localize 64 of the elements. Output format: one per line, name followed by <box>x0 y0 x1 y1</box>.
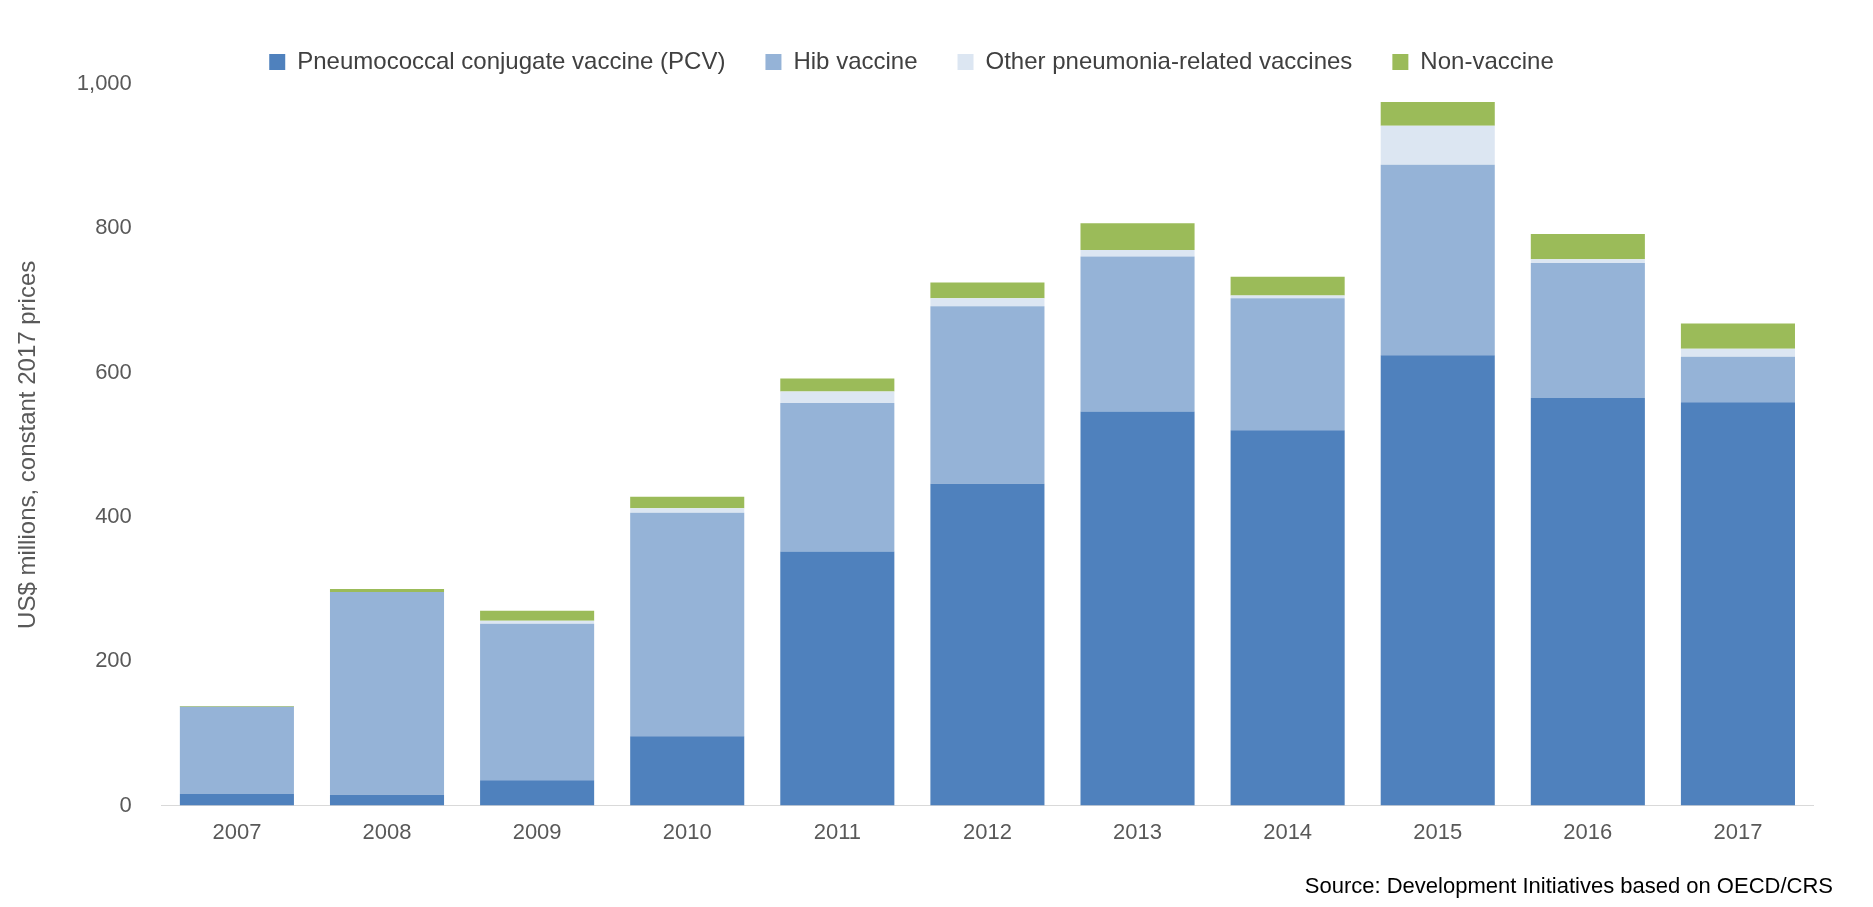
bar <box>1380 125 1495 165</box>
y-tick-label: 400 <box>95 503 132 529</box>
bar <box>480 780 595 806</box>
bar <box>930 282 1045 299</box>
bar <box>1530 262 1645 398</box>
y-tick-label: 0 <box>119 791 132 817</box>
bar <box>1080 411 1195 806</box>
bar <box>1380 355 1495 806</box>
bar <box>1080 249 1195 257</box>
bar <box>329 794 445 806</box>
bar <box>780 402 895 552</box>
bar <box>1080 223 1195 250</box>
bar <box>1230 430 1345 806</box>
bar <box>1530 259 1645 263</box>
bar <box>780 551 895 806</box>
bar <box>1230 295 1345 299</box>
bar <box>780 391 895 403</box>
legend-label: Other pneumonia-related vaccines <box>985 46 1353 74</box>
x-tick-label: 2007 <box>212 818 262 844</box>
x-tick-label: 2011 <box>813 818 861 844</box>
x-tick-label: 2012 <box>962 818 1012 844</box>
bar <box>1680 323 1795 349</box>
bar <box>1380 102 1495 126</box>
bar <box>780 378 895 392</box>
x-tick-label: 2014 <box>1263 818 1313 844</box>
y-tick-label: 200 <box>95 647 132 673</box>
bar <box>930 306 1045 484</box>
x-tick-label: 2008 <box>362 818 412 844</box>
x-tick-label: 2013 <box>1113 818 1163 844</box>
bar <box>1530 234 1645 260</box>
bar <box>930 483 1045 806</box>
bar <box>329 589 445 593</box>
bar <box>179 706 294 795</box>
bar <box>480 620 595 624</box>
bar <box>1680 402 1795 806</box>
x-tick-label: 2017 <box>1713 818 1763 844</box>
x-tick-label: 2009 <box>512 818 562 844</box>
x-tick-label: 2015 <box>1413 818 1463 844</box>
bar <box>630 512 745 737</box>
bar <box>329 592 445 795</box>
bar <box>480 623 595 781</box>
bar <box>480 610 595 621</box>
y-tick-label: 1,000 <box>76 70 132 96</box>
bar <box>630 736 745 806</box>
bar <box>1530 397 1645 806</box>
x-tick-label: 2010 <box>662 818 712 844</box>
bar <box>1080 256 1195 412</box>
x-tick-label: 2016 <box>1563 818 1613 844</box>
legend-label: Pneumococcal conjugate vaccine (PCV) <box>297 46 726 74</box>
bar <box>1230 298 1345 431</box>
bar <box>179 794 294 806</box>
bar <box>1380 164 1495 356</box>
y-tick-label: 600 <box>95 358 132 384</box>
legend-label: Hib vaccine <box>793 46 918 74</box>
y-tick-label: 800 <box>95 214 132 240</box>
bar <box>630 508 745 513</box>
bar <box>930 298 1045 307</box>
source-note: Source: Development Initiatives based on OECD/CRS <box>1304 873 1833 899</box>
bar <box>1680 356 1795 403</box>
bar <box>1680 348 1795 357</box>
y-axis-title: US$ millions, constant 2017 prices <box>13 260 41 629</box>
legend-label: Non-vaccine <box>1420 46 1554 74</box>
bar <box>630 496 745 509</box>
bar <box>1230 276 1345 296</box>
